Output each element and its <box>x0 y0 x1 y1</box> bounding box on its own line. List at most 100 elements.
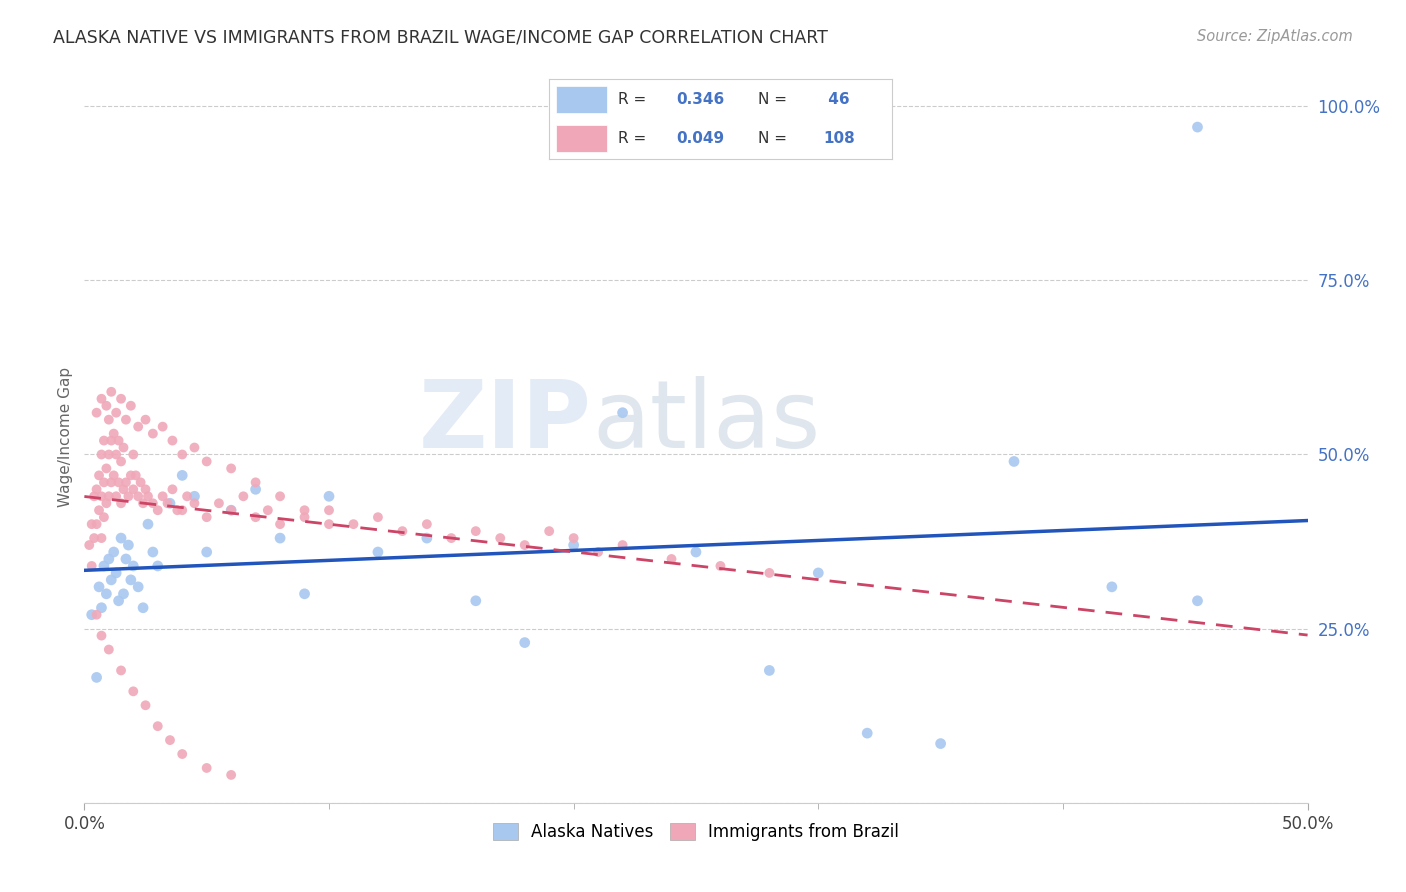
Point <box>86 406 108 420</box>
Point <box>183 441 205 455</box>
Point <box>86 517 108 532</box>
Point <box>90 531 112 545</box>
Point <box>87 503 110 517</box>
Point <box>80 607 103 622</box>
Point <box>127 580 149 594</box>
Point <box>269 517 291 532</box>
Point <box>586 545 609 559</box>
Point <box>318 489 340 503</box>
Y-axis label: Wage/Income Gap: Wage/Income Gap <box>58 367 73 508</box>
Point <box>120 573 142 587</box>
Point <box>103 545 125 559</box>
Text: atlas: atlas <box>592 376 820 468</box>
Point <box>107 434 129 448</box>
Point <box>1101 580 1123 594</box>
Text: Source: ZipAtlas.com: Source: ZipAtlas.com <box>1197 29 1353 44</box>
Point <box>115 412 138 426</box>
Point <box>117 489 139 503</box>
Point <box>90 489 112 503</box>
Point <box>122 483 145 497</box>
Point <box>77 538 100 552</box>
Point <box>195 510 218 524</box>
Point <box>367 545 389 559</box>
Point <box>93 434 115 448</box>
Point <box>219 503 242 517</box>
Point <box>489 531 512 545</box>
Point <box>318 517 340 532</box>
Point <box>90 448 112 462</box>
Point <box>1002 454 1025 468</box>
Point <box>342 517 364 532</box>
Point <box>135 412 157 426</box>
Point <box>219 768 242 782</box>
Point <box>219 503 242 517</box>
Point <box>391 524 413 538</box>
Point <box>96 587 118 601</box>
Point <box>93 558 115 573</box>
Point <box>661 552 683 566</box>
Point <box>172 503 194 517</box>
Point <box>103 426 125 441</box>
Point <box>159 496 181 510</box>
Point <box>758 664 780 678</box>
Point <box>232 489 254 503</box>
Point <box>464 594 486 608</box>
Point <box>146 719 169 733</box>
Point <box>97 642 120 657</box>
Point <box>107 594 129 608</box>
Point <box>122 558 145 573</box>
Point <box>86 607 108 622</box>
Point <box>152 489 174 503</box>
Point <box>90 600 112 615</box>
Point <box>758 566 780 580</box>
Point <box>93 510 115 524</box>
Point <box>83 489 105 503</box>
Point <box>132 496 155 510</box>
Point <box>127 419 149 434</box>
Point <box>142 496 165 510</box>
Point <box>294 510 316 524</box>
Point <box>269 489 291 503</box>
Point <box>562 538 585 552</box>
Point <box>112 483 135 497</box>
Legend: Alaska Natives, Immigrants from Brazil: Alaska Natives, Immigrants from Brazil <box>484 814 908 849</box>
Point <box>96 399 118 413</box>
Point <box>105 406 128 420</box>
Point <box>122 448 145 462</box>
Point <box>807 566 830 580</box>
Point <box>513 538 536 552</box>
Point <box>929 737 952 751</box>
Point <box>709 558 731 573</box>
Point <box>172 747 194 761</box>
Point <box>257 503 280 517</box>
Point <box>90 629 112 643</box>
Point <box>120 468 142 483</box>
Point <box>110 392 132 406</box>
Point <box>105 566 128 580</box>
Point <box>538 524 561 538</box>
Point <box>152 419 174 434</box>
Point <box>110 454 132 468</box>
Point <box>195 761 218 775</box>
Point <box>96 496 118 510</box>
Point <box>294 503 316 517</box>
Point <box>136 517 159 532</box>
Point <box>135 483 157 497</box>
Point <box>132 600 155 615</box>
Point <box>90 392 112 406</box>
Point <box>105 448 128 462</box>
Point <box>125 468 148 483</box>
Point <box>112 587 135 601</box>
Point <box>513 635 536 649</box>
Point <box>176 489 198 503</box>
Point <box>117 538 139 552</box>
Point <box>219 461 242 475</box>
Point <box>115 475 138 490</box>
Point <box>115 552 138 566</box>
Point <box>208 496 231 510</box>
Point <box>166 503 188 517</box>
Point <box>142 545 165 559</box>
Point <box>156 496 179 510</box>
Point <box>162 483 184 497</box>
Point <box>183 496 205 510</box>
